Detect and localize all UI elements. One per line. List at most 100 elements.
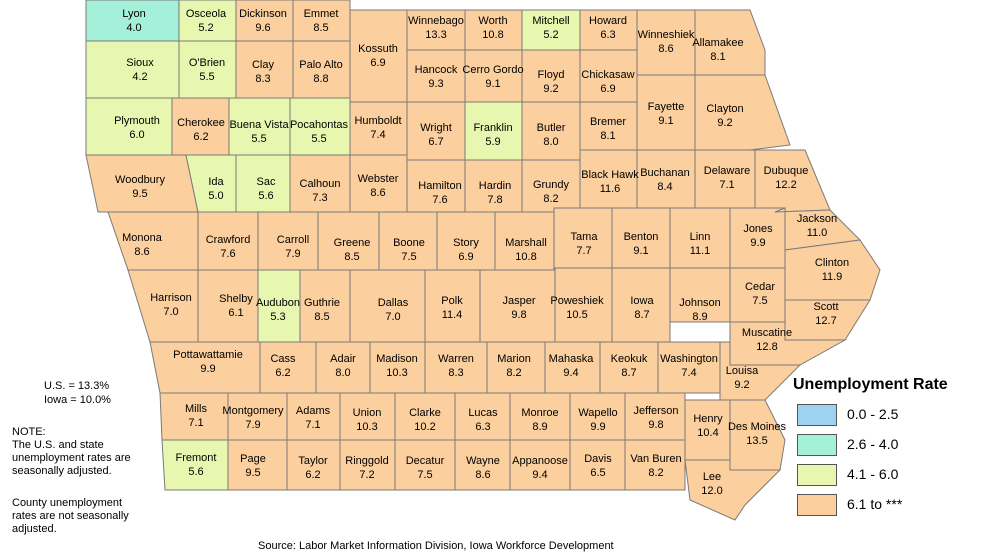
county-name-label: O'Brien [189,57,225,69]
county-name-label: Davis [584,453,612,465]
county-rate-label: 9.5 [132,188,147,200]
county-rate-label: 4.2 [132,71,147,83]
county-rate-label: 8.7 [621,367,636,379]
county-rate-label: 7.9 [245,419,260,431]
county-name-label: Webster [358,173,399,185]
county-name-label: Lyon [122,8,145,20]
county-name-label: Black Hawk [581,169,639,181]
county-rate-label: 8.6 [658,43,673,55]
county-shape [569,439,626,491]
county-rate-label: 7.6 [432,194,447,206]
county-shape [694,74,791,151]
note-line-6: adjusted. [12,523,57,535]
county-shape [161,439,229,491]
county-rate-label: 6.3 [475,421,490,433]
county-name-label: Pocahontas [290,119,349,131]
county-name-label: Des Moines [728,421,787,433]
legend-label: 6.1 to *** [847,496,903,512]
legend-swatch [797,404,837,426]
county-rate-label: 9.4 [532,469,547,481]
county-name-label: Ida [208,176,224,188]
county-rate-label: 6.2 [305,469,320,481]
county-rate-label: 6.7 [428,136,443,148]
county-rate-label: 10.3 [356,421,377,433]
county-shape [729,399,786,471]
county-rate-label: 9.1 [485,78,500,90]
county-rate-label: 7.5 [417,469,432,481]
county-rate-label: 5.5 [311,133,326,145]
county-rate-label: 9.2 [717,117,732,129]
county-shape [197,269,259,343]
county-rate-label: 8.6 [370,187,385,199]
county-rate-label: 10.5 [566,309,587,321]
county-rate-label: 6.2 [275,367,290,379]
county-name-label: Benton [624,231,659,243]
county-rate-label: 11.1 [690,245,711,257]
county-rate-label: 10.3 [386,367,407,379]
county-name-label: Taylor [298,455,328,467]
county-rate-label: 6.3 [600,29,615,41]
legend-label: 2.6 - 4.0 [847,436,899,452]
county-rate-label: 8.6 [134,246,149,258]
county-name-label: Pottawattamie [173,349,243,361]
county-rate-label: 5.2 [543,29,558,41]
county-rate-label: 8.9 [692,311,707,323]
county-rate-label: 9.8 [511,309,526,321]
note-heading: NOTE: [12,426,46,438]
county-name-label: Carroll [277,234,309,246]
county-name-label: Plymouth [114,115,160,127]
county-rate-label: 12.2 [775,179,796,191]
county-rate-label: 7.4 [370,129,385,141]
county-rate-label: 7.0 [385,311,400,323]
county-name-label: Ringgold [345,455,388,467]
county-rate-label: 8.3 [448,367,463,379]
county-name-label: Sioux [126,57,154,69]
county-name-label: Page [240,453,266,465]
county-name-label: Marshall [505,237,547,249]
county-name-label: Linn [690,231,711,243]
county-shape [349,9,408,103]
county-shape [227,439,288,491]
county-rate-label: 9.8 [648,419,663,431]
county-name-label: Shelby [219,293,253,305]
legend-swatch [797,494,837,516]
county-rate-label: 9.1 [658,115,673,127]
county-name-label: Kossuth [358,43,398,55]
county-name-label: Buchanan [640,167,690,179]
county-name-label: Clayton [706,103,743,115]
legend-label: 0.0 - 2.5 [847,406,899,422]
county-name-label: Sac [257,176,276,188]
county-name-label: Palo Alto [299,59,342,71]
county-rate-label: 8.5 [344,251,359,263]
legend-swatch [797,434,837,456]
note-line-3: seasonally adjusted. [12,465,112,477]
county-rate-label: 12.0 [701,485,722,497]
legend-title: Unemployment Rate [793,376,948,393]
county-rate-label: 10.2 [414,421,435,433]
county-name-label: Wright [420,122,452,134]
county-shape [636,149,696,209]
county-name-label: Floyd [538,69,565,81]
county-name-label: Dubuque [764,165,809,177]
county-name-label: Louisa [726,365,759,377]
county-rate-label: 11.0 [807,227,828,239]
county-name-label: Madison [376,353,418,365]
county-name-label: Hamilton [418,180,461,192]
county-rate-label: 6.5 [590,467,605,479]
county-rate-label: 8.1 [600,130,615,142]
county-rate-label: 9.6 [255,22,270,34]
county-name-label: Winneshiek [638,29,695,41]
county-name-label: Muscatine [742,327,792,339]
county-shape [464,49,523,103]
county-name-label: Worth [478,15,507,27]
county-name-label: Chickasaw [581,69,634,81]
county-rate-label: 9.9 [200,363,215,375]
county-rate-label: 9.3 [428,78,443,90]
county-name-label: Washington [660,353,718,365]
county-name-label: Calhoun [300,178,341,190]
county-rate-label: 8.2 [543,193,558,205]
county-rate-label: 8.2 [506,367,521,379]
county-shape [292,0,351,42]
county-rate-label: 5.2 [198,22,213,34]
county-name-label: Wayne [466,455,500,467]
